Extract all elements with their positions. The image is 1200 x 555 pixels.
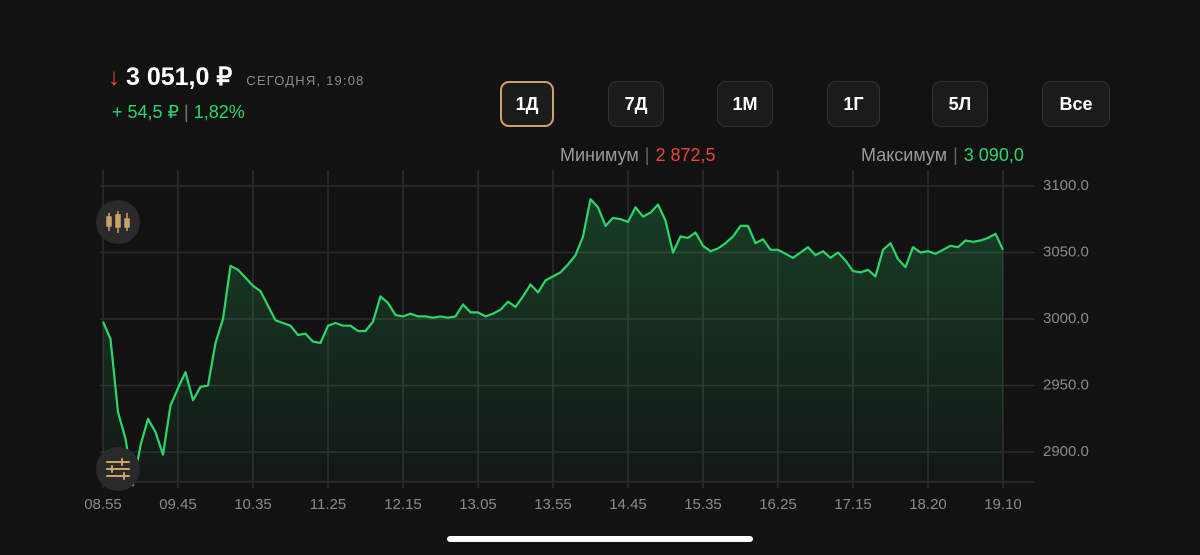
x-tick-label: 11.25 (310, 496, 346, 513)
min-label: Минимум (560, 145, 639, 165)
y-tick-label: 3000.0 (1043, 310, 1089, 327)
period-button[interactable]: 7Д (608, 81, 664, 127)
x-tick-label: 18.20 (909, 496, 947, 513)
x-tick-label: 09.45 (159, 496, 197, 513)
max-value: 3 090,0 (963, 145, 1024, 165)
period-button[interactable]: 1Г (827, 81, 880, 127)
y-tick-label: 2950.0 (1043, 377, 1089, 394)
separator: | (644, 145, 650, 165)
x-tick-label: 15.35 (684, 496, 722, 513)
period-button[interactable]: 5Л (932, 81, 988, 127)
x-tick-label: 12.15 (384, 496, 422, 513)
x-tick-label: 10.35 (234, 496, 272, 513)
min-value: 2 872,5 (655, 145, 716, 165)
period-button[interactable]: 1М (717, 81, 773, 127)
max-label: Максимум (861, 145, 948, 165)
down-arrow: ↓ (108, 64, 120, 91)
x-tick-label: 17.15 (834, 496, 872, 513)
y-tick-label: 2900.0 (1043, 443, 1089, 460)
x-tick-label: 14.45 (609, 496, 647, 513)
change-percent: 1,82% (193, 102, 245, 122)
y-tick-label: 3050.0 (1043, 243, 1089, 260)
price: 3 051,0 ₽ (126, 63, 233, 91)
price-row: ↓ 3 051,0 ₽ СЕГОДНЯ, 19:08 (108, 62, 365, 92)
change: + 54,5 ₽ (112, 102, 179, 122)
separator: | (953, 145, 958, 165)
period-button[interactable]: Все (1042, 81, 1110, 127)
min-stat: Минимум | 2 872,5 (560, 145, 716, 166)
x-tick-label: 19.10 (984, 496, 1022, 513)
x-tick-label: 08.55 (84, 496, 122, 513)
y-tick-label: 3100.0 (1043, 177, 1089, 194)
max-stat: Максимум | 3 090,0 (861, 145, 1024, 166)
x-tick-label: 16.25 (759, 496, 797, 513)
x-tick-label: 13.55 (534, 496, 572, 513)
period-button[interactable]: 1Д (500, 81, 554, 127)
settings-button[interactable] (96, 447, 140, 491)
x-tick-label: 13.05 (459, 496, 497, 513)
change-row: + 54,5 ₽ | 1,82% (112, 102, 245, 123)
separator: | (184, 102, 189, 122)
price-line (101, 198, 1004, 487)
home-indicator (447, 536, 753, 542)
area (103, 199, 1003, 486)
timestamp: СЕГОДНЯ, 19:08 (246, 73, 365, 88)
candles-button[interactable] (96, 200, 140, 244)
